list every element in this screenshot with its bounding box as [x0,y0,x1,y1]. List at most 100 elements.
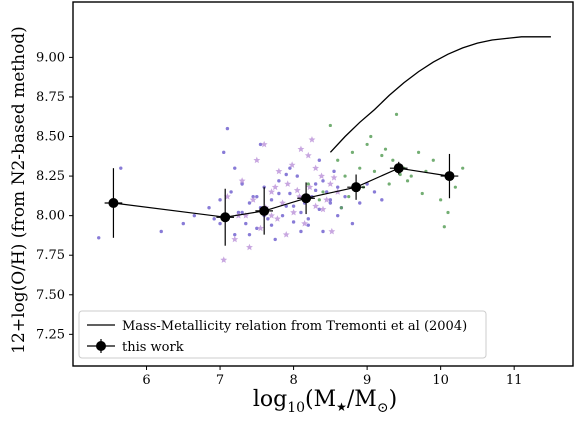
scatter-point-purple [255,194,259,199]
scatter-star-lavender [257,224,264,232]
scatter-point-purple [291,220,296,224]
x-axis-label: log10(M★/M⊙) [253,387,397,416]
legend-label-this-work: this work [122,340,184,355]
binned-point [301,193,312,204]
y-tick-label: 8.25 [36,169,65,184]
scatter-point-green [365,142,369,147]
scatter-point-purple [222,150,226,155]
scatter-star-lavender [275,167,283,175]
scatter-point-purple [218,198,222,202]
y-tick-label: 7.25 [36,327,65,342]
scatter-point-purple [233,232,237,237]
scatter-star-lavender [231,235,239,243]
scatter-point-green [446,210,450,215]
scatter-point-purple [233,166,237,170]
scatter-star-lavender [306,183,314,191]
scatter-point-purple [299,229,303,234]
y-tick-label: 8.00 [36,209,65,224]
binned-point [393,163,404,174]
scatter-star-lavender [268,188,275,195]
scatter-point-purple [291,204,296,208]
axis-ticks: 6 7 8 9 10 11 7.25 7.50 7.75 8.00 8.25 8.50 8.75 9.00 [36,50,522,388]
scatter-point-green [306,182,310,186]
scatter-point-purple [284,204,288,208]
scatter-point-purple [269,198,274,202]
scatter-star-lavender [318,172,325,179]
scatter-point-green [420,191,424,196]
binned-median-points [104,153,459,246]
scatter-star-lavender [301,219,309,227]
scatter-star-lavender [288,161,296,168]
scatter-point-green [394,112,399,116]
scatter-point-purple [288,191,292,196]
scatter-point-green [391,158,395,162]
scatter-point-green [372,169,377,173]
scatter-point-purple [212,217,216,221]
binned-point [108,197,119,208]
scatter-point-purple [240,182,244,186]
scatter-point-purple [192,213,197,218]
scatter-star-lavender [249,196,257,203]
scatter-star-lavender [290,208,298,216]
legend-box [78,310,487,359]
scatter-star-lavender [268,212,275,219]
scatter-point-purple [207,206,211,210]
y-axis-label: 12+log(O/H) (from N2-based method) [9,26,29,354]
scatter-point-purple [328,198,333,202]
scatter-star-lavender [284,180,292,187]
tremonti-relation-curve [329,36,551,153]
x-tick-label: 10 [432,373,449,388]
scatter-point-green [453,185,457,189]
scatter-star-lavender [271,183,279,191]
scatter-point-purple [295,174,299,178]
x-tick-label: 8 [289,373,297,388]
scatter-point-green [358,166,362,170]
scatter-point-purple [299,210,303,215]
scatter-point-purple [225,126,230,131]
y-tick-label: 7.75 [36,248,65,263]
scatter-point-green [343,174,347,178]
x-tick-label: 6 [142,373,150,388]
scatter-point-purple [255,226,259,231]
scatter-point-purple [321,179,325,183]
scatter-star-lavender [312,202,320,210]
x-tick-label: 7 [216,373,224,388]
x-label-sun-subscript: ⊙ [377,400,389,416]
scatter-point-purple [244,221,248,226]
x-label-over-msun: /M [347,387,377,412]
scatter-point-green [336,158,340,162]
scatter-point-purple [240,210,244,215]
scatter-point-purple [380,198,384,202]
scatter-point-green [339,206,343,210]
x-label-star-subscript: ★ [336,400,347,414]
scatter-star-lavender [326,180,334,187]
x-label-log: log [253,387,287,412]
legend-point-marker [96,341,106,351]
scatter-point-purple [313,182,318,186]
scatter-point-purple [247,201,252,205]
scatter-point-purple [321,229,325,234]
plot-frame [72,1,574,367]
scatter-point-purple [247,232,252,237]
scatter-point-purple [119,166,123,170]
scatter-point-purple [336,213,340,218]
scatter-point-purple [324,190,329,194]
scatter-point-purple [277,179,281,183]
scatter-point-purple [336,185,340,189]
y-tick-label: 7.50 [36,288,65,303]
scatter-point-green [387,182,391,186]
y-tick-label: 9.00 [36,50,65,65]
scatter-point-green [409,174,413,178]
scatter-point-purple [328,201,333,205]
legend: Mass-Metallicity relation from Tremonti … [78,310,487,359]
scatter-star-lavender [220,256,228,263]
scatter-star-lavender [328,227,336,235]
scatter-point-purple [350,221,355,226]
scatter-star-lavender [260,140,268,148]
scatter-point-purple [266,217,270,221]
scatter-point-purple [97,236,101,240]
scatter-point-green [369,134,373,139]
scatter-point-purple [358,201,362,205]
x-tick-label: 9 [363,373,371,388]
